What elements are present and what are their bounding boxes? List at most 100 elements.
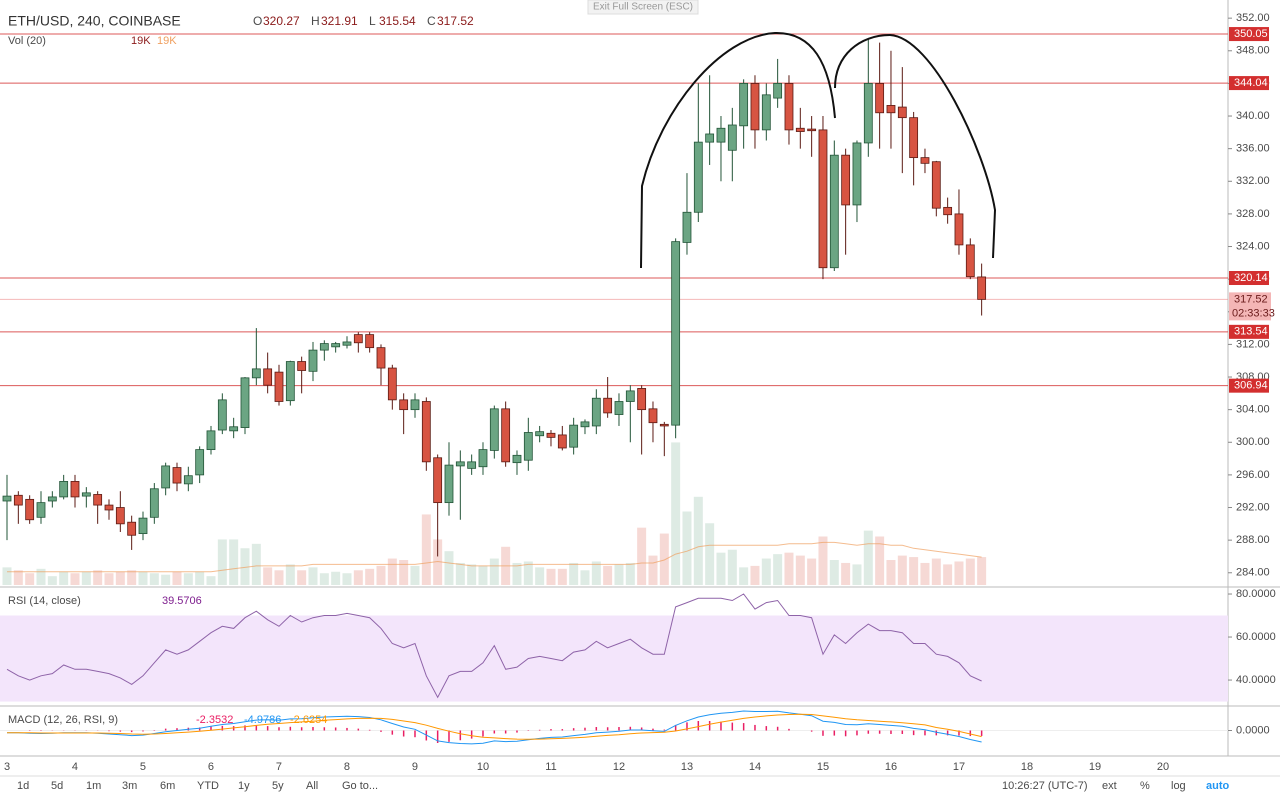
x-tick-label: 8 xyxy=(344,761,350,773)
y-tick-label: 296.00 xyxy=(1236,469,1270,481)
x-tick-label: 5 xyxy=(140,761,146,773)
volume-bar xyxy=(274,570,284,585)
range-button[interactable]: 5d xyxy=(51,780,63,792)
volume-bar xyxy=(807,558,817,585)
volume-bar xyxy=(863,530,873,585)
volume-bar xyxy=(727,549,737,585)
volume-bar xyxy=(875,536,885,585)
candle-body xyxy=(773,83,783,99)
candle-body xyxy=(399,399,409,411)
candle-body xyxy=(943,206,953,216)
candle-body xyxy=(376,347,386,369)
volume-bar xyxy=(206,576,216,585)
candle-body xyxy=(365,334,375,349)
volume-bar xyxy=(433,539,443,585)
volume-bar xyxy=(183,573,193,585)
candle-body xyxy=(569,424,579,448)
range-button[interactable]: 3m xyxy=(122,780,137,792)
candle-body xyxy=(977,276,987,300)
candle-body xyxy=(875,83,885,114)
candle-body xyxy=(433,457,443,504)
volume-bar xyxy=(217,539,227,585)
option-button[interactable]: log xyxy=(1171,780,1186,792)
volume-bar xyxy=(512,562,522,585)
volume-bar xyxy=(818,536,828,585)
option-button[interactable]: % xyxy=(1140,780,1150,792)
goto-button[interactable]: Go to... xyxy=(342,780,378,792)
level-label: 320.14 xyxy=(1234,272,1268,284)
volume-bar xyxy=(138,571,148,585)
range-button[interactable]: 5y xyxy=(272,780,284,792)
candle-body xyxy=(342,341,352,346)
candle-body xyxy=(387,367,397,401)
volume-bar xyxy=(829,560,839,585)
volume-bar xyxy=(308,567,318,585)
y-tick-label: 80.0000 xyxy=(1236,588,1276,600)
volume-bar xyxy=(25,573,35,585)
range-button[interactable]: 1m xyxy=(86,780,101,792)
range-button[interactable]: 6m xyxy=(160,780,175,792)
volume-bar xyxy=(852,564,862,585)
volume-bar xyxy=(965,558,975,585)
volume-bar xyxy=(489,558,499,585)
candle-body xyxy=(716,127,726,143)
y-tick-label: 312.00 xyxy=(1236,338,1270,350)
signal-line xyxy=(7,713,982,740)
candle-body xyxy=(127,521,137,536)
volume-bar xyxy=(467,564,477,585)
ohlc-letter: O xyxy=(253,14,262,28)
y-tick-label: 60.0000 xyxy=(1236,631,1276,643)
x-tick-label: 3 xyxy=(4,761,10,773)
option-button[interactable]: ext xyxy=(1102,780,1117,792)
candle-body xyxy=(931,161,941,209)
range-button[interactable]: 1d xyxy=(17,780,29,792)
range-button[interactable]: All xyxy=(306,780,318,792)
level-label: 313.54 xyxy=(1234,326,1268,338)
x-tick-label: 16 xyxy=(885,761,897,773)
volume-bar xyxy=(387,558,397,585)
volume-title: Vol (20) xyxy=(8,35,46,47)
level-label-box xyxy=(1229,324,1269,339)
candle-body xyxy=(512,454,522,464)
x-tick-label: 17 xyxy=(953,761,965,773)
candle-body xyxy=(920,157,930,164)
volume-bar xyxy=(297,570,307,585)
range-button[interactable]: 1y xyxy=(238,780,250,792)
candle-body xyxy=(648,408,658,424)
ohlc-letter: L xyxy=(369,14,376,28)
candle-body xyxy=(229,426,239,432)
x-tick-label: 20 xyxy=(1157,761,1169,773)
candle-body xyxy=(603,397,613,414)
candle-body xyxy=(535,431,545,437)
volume-bar xyxy=(761,558,771,585)
volume-bar xyxy=(897,555,907,585)
clock: 10:26:27 (UTC-7) xyxy=(1002,780,1088,792)
ohlc-value: 320.27 xyxy=(263,14,300,28)
candle-body xyxy=(297,361,307,371)
volume-bar xyxy=(569,562,579,585)
y-tick-label: 292.00 xyxy=(1236,501,1270,513)
exit-fullscreen-button[interactable] xyxy=(587,0,699,15)
macd-line xyxy=(7,710,982,745)
volume-bar xyxy=(625,562,635,585)
candle-body xyxy=(410,399,420,411)
volume-bar xyxy=(637,527,647,585)
volume-bar xyxy=(353,570,363,585)
rsi-title: RSI (14, close) xyxy=(8,595,81,607)
y-tick-label: 288.00 xyxy=(1236,534,1270,546)
candle-body xyxy=(217,399,227,431)
level-label: 344.04 xyxy=(1234,77,1268,89)
option-button[interactable]: auto xyxy=(1206,780,1230,792)
volume-bar xyxy=(591,561,601,585)
candle-body xyxy=(523,432,533,461)
right-arc xyxy=(834,33,997,259)
volume-bar xyxy=(2,567,12,585)
y-tick-label: 340.00 xyxy=(1236,110,1270,122)
candle-body xyxy=(263,368,273,386)
volume-bar xyxy=(47,576,57,585)
candle-body xyxy=(455,461,465,467)
range-button[interactable]: YTD xyxy=(197,780,219,792)
level-label-box xyxy=(1229,27,1269,42)
exit-fullscreen-label[interactable]: Exit Full Screen (ESC) xyxy=(593,2,693,13)
x-tick-label: 18 xyxy=(1021,761,1033,773)
